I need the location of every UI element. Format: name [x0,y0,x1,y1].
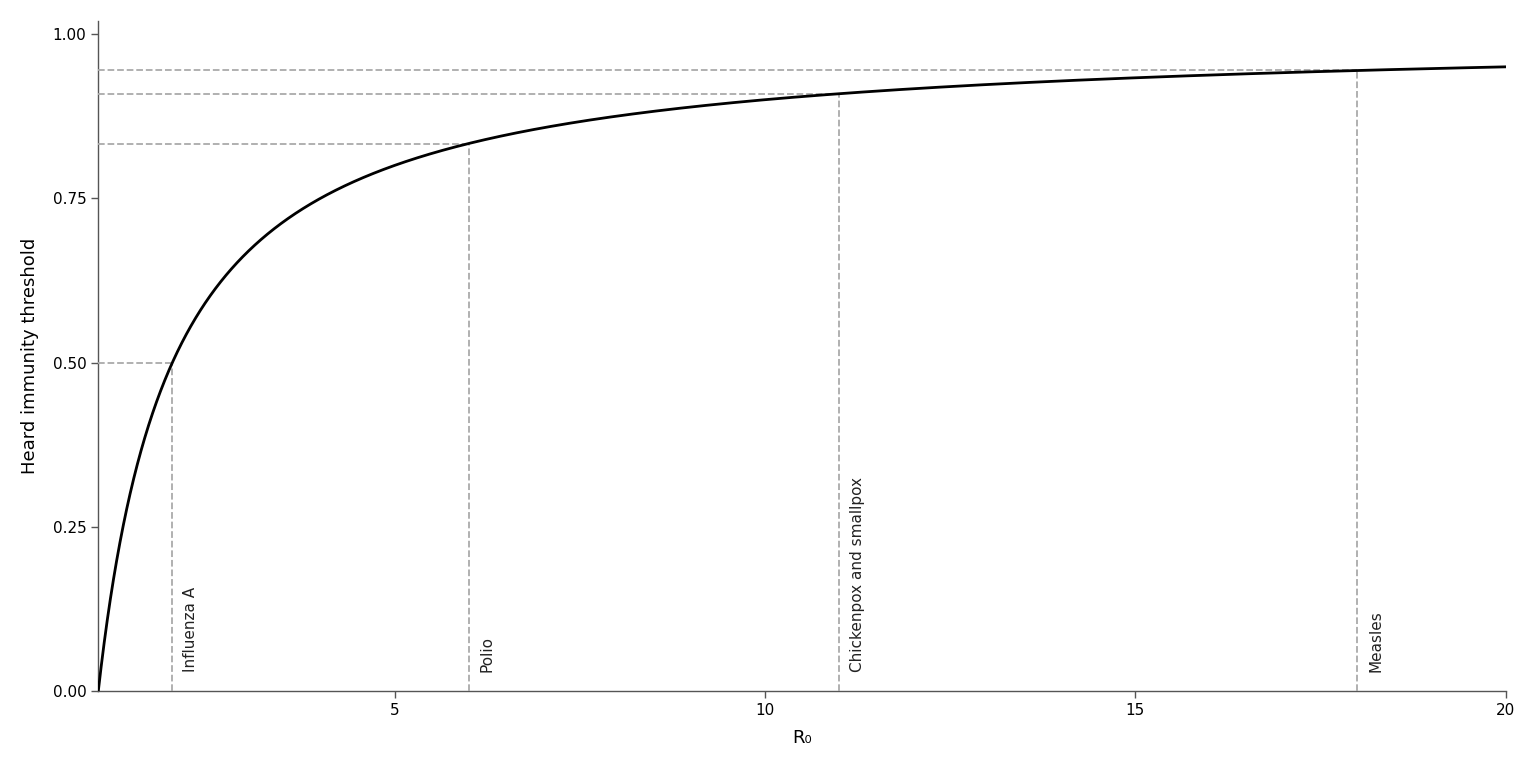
Y-axis label: Heard immunity threshold: Heard immunity threshold [22,238,38,474]
Text: Polio: Polio [479,636,495,671]
Text: Measles: Measles [1369,610,1384,671]
X-axis label: R₀: R₀ [793,729,813,747]
Text: Chickenpox and smallpox: Chickenpox and smallpox [849,476,865,671]
Text: Influenza A: Influenza A [183,587,198,671]
